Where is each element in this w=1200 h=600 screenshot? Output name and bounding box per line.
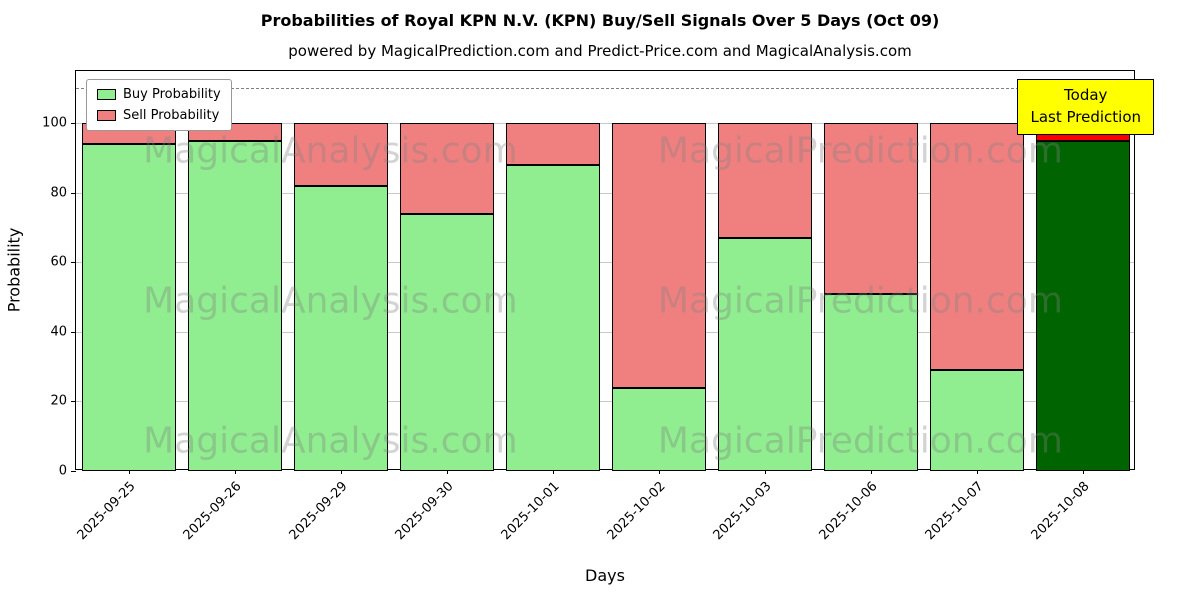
- y-tick-mark: [71, 192, 76, 194]
- x-axis-label: Days: [585, 566, 625, 585]
- x-tick-mark: [447, 469, 448, 474]
- buy-bar-segment: [718, 237, 812, 471]
- x-tick-mark: [871, 469, 872, 474]
- buy-bar-segment: [82, 144, 176, 471]
- buy-bar-segment: [612, 387, 706, 471]
- legend-label: Buy Probability: [123, 87, 221, 102]
- buy-bar-segment: [824, 293, 918, 471]
- y-tick-label: 40: [50, 324, 67, 340]
- x-tick-mark: [553, 469, 554, 474]
- x-tick-mark: [341, 469, 342, 474]
- buy-bar-segment: [506, 164, 600, 471]
- y-tick-mark: [71, 471, 76, 472]
- sell-bar-segment: [612, 123, 706, 388]
- sell-bar-segment: [930, 123, 1024, 371]
- buy-bar-segment: [294, 185, 388, 471]
- gridline: [76, 262, 1134, 264]
- y-tick-mark: [71, 401, 76, 403]
- buy-legend-swatch: [97, 89, 116, 100]
- y-tick-mark: [71, 262, 76, 264]
- gridline: [76, 401, 1134, 403]
- sell-bar-segment: [824, 123, 918, 294]
- y-tick-label: 100: [42, 115, 67, 131]
- x-tick-mark: [659, 469, 660, 474]
- sell-bar-segment: [506, 123, 600, 165]
- today-annotation: Today Last Prediction: [1017, 79, 1154, 135]
- legend-item: Buy Probability: [97, 87, 221, 102]
- gridline: [76, 192, 1134, 194]
- y-tick-mark: [71, 331, 76, 333]
- sell-bar-segment: [294, 123, 388, 186]
- x-tick-mark: [129, 469, 130, 474]
- annotation-line1: Today: [1064, 86, 1108, 104]
- y-axis-label: Probability: [4, 227, 24, 313]
- annotation-line2: Last Prediction: [1030, 107, 1141, 126]
- buy-bar-segment: [400, 213, 494, 471]
- x-tick-mark: [765, 469, 766, 474]
- gridline: [76, 331, 1134, 333]
- legend: Buy Probability Sell Probability: [86, 79, 232, 131]
- y-tick-mark: [71, 123, 76, 125]
- chart-title: Probabilities of Royal KPN N.V. (KPN) Bu…: [260, 11, 940, 30]
- y-tick-label: 60: [50, 254, 67, 270]
- y-tick-label: 80: [50, 185, 67, 201]
- plot-area: 0 20 40 60 80 100 MagicalAnalysis.com MagicalAn…: [42, 70, 1154, 479]
- y-tick-label: 0: [58, 463, 67, 479]
- sell-legend-swatch: [97, 110, 116, 121]
- buy-bar-segment: [930, 370, 1024, 471]
- y-tick-label: 20: [50, 393, 67, 409]
- buy-bar-segment: [188, 140, 282, 471]
- sell-bar-segment: [718, 123, 812, 238]
- gridline: [76, 123, 1134, 125]
- x-tick-mark: [977, 469, 978, 474]
- buy-bar-segment: [1036, 140, 1130, 471]
- legend-label: Sell Probability: [123, 108, 220, 123]
- legend-item: Sell Probability: [97, 108, 221, 123]
- dashed-threshold-line: [76, 88, 1134, 90]
- x-tick-mark: [235, 469, 236, 474]
- x-tick-mark: [1083, 469, 1084, 474]
- chart-subtitle: powered by MagicalPrediction.com and Pre…: [288, 42, 912, 60]
- sell-bar-segment: [400, 123, 494, 214]
